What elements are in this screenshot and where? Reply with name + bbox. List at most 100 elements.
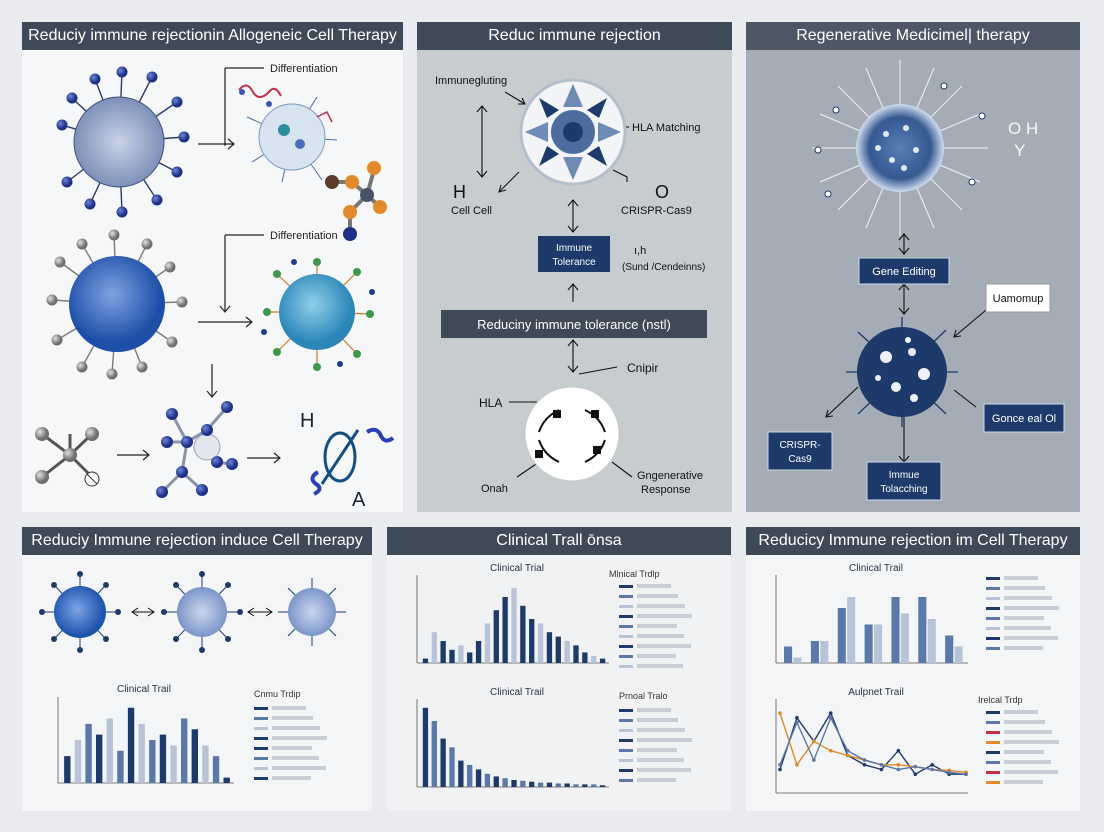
bar (511, 588, 517, 663)
allogeneic-diagram-panel: Reduciy immune rejectionin Allogeneic Ce… (22, 22, 403, 512)
legend-swatch (986, 627, 1000, 630)
data-point (795, 716, 799, 720)
bar (793, 657, 802, 663)
blue-cell-small (54, 586, 106, 638)
bar (546, 782, 553, 787)
hla-matching-cell (519, 78, 627, 186)
legend-text-placeholder (1004, 576, 1038, 580)
cell-cell-label: Cell Cell (451, 205, 492, 217)
legend-text-placeholder (1004, 646, 1043, 650)
legend-swatch (254, 707, 268, 710)
bar (127, 707, 135, 783)
bar (564, 783, 570, 787)
legend-text-placeholder (272, 776, 311, 780)
svg-text:Response: Response (641, 484, 691, 496)
bar (582, 652, 588, 663)
chart-title-4: Clinical Trail (117, 684, 171, 695)
legend-swatch (986, 607, 1000, 610)
crispr-box: CRISPR- Cas9 (767, 431, 833, 471)
bar (149, 740, 156, 783)
bar (96, 734, 103, 783)
bar (493, 610, 499, 663)
bar (181, 718, 188, 783)
legend-swatch (986, 781, 1000, 784)
legend-text-placeholder (637, 758, 684, 762)
legend-swatch (254, 747, 268, 750)
cell-differentiation-diagram: Differentiation Differentiation (35, 63, 395, 511)
bar (191, 729, 198, 783)
bar (864, 624, 873, 663)
bar (837, 608, 846, 663)
bar (537, 782, 544, 787)
legend-6a (986, 576, 1059, 650)
immune-rejection-diagram: Immunegluting HLA Matching H O Cell Cell… (435, 75, 707, 496)
legend-swatch (254, 757, 268, 760)
bar (520, 780, 526, 787)
data-point (795, 720, 799, 725)
bar (484, 623, 491, 663)
legend-swatch (986, 721, 1000, 724)
spiky-cell-small-1 (177, 587, 227, 637)
data-point (862, 758, 867, 762)
differentiation-label-2: Differentiation (270, 230, 338, 242)
label-a: A (352, 489, 366, 511)
bar (511, 779, 517, 787)
legend-6b (986, 710, 1059, 784)
bar (467, 765, 473, 787)
blue-cell (46, 229, 188, 380)
bar (431, 721, 437, 787)
bar (449, 747, 455, 787)
bar (502, 597, 508, 663)
legend-text-placeholder (637, 614, 692, 618)
bar (458, 760, 464, 787)
data-point (930, 763, 934, 767)
bar (546, 632, 553, 663)
molecule-network (156, 401, 238, 498)
molecule-orange (325, 161, 387, 241)
differentiating-cell (238, 84, 338, 183)
h-label: H (453, 182, 466, 202)
data-point (845, 748, 850, 753)
legend-swatch (986, 761, 1000, 764)
legend-text-placeholder (272, 716, 313, 720)
bar (564, 641, 570, 663)
data-point (913, 764, 918, 769)
legend-swatch (619, 709, 633, 712)
panel-title: Reduciy Immune rejection induce Cell The… (22, 527, 372, 555)
bar (64, 756, 71, 783)
bar-chart-5b (422, 707, 606, 787)
bar (927, 619, 936, 663)
label-h: H (300, 410, 314, 432)
legend-4 (254, 706, 327, 780)
bar (117, 750, 124, 783)
uamomup-box: Uamomup (985, 283, 1051, 313)
bar (138, 723, 145, 783)
legend-title-5a: Mlnical Trdlp (609, 569, 660, 579)
bar (537, 623, 544, 663)
legend-text-placeholder (637, 664, 683, 668)
differentiation-label-1: Differentiation (270, 63, 338, 75)
legend-title-6b: Irelcal Trdp (978, 695, 1023, 705)
regenerative-medicine-panel: Regenerative Medicimel| therapy O H Y (746, 22, 1080, 512)
legend-text-placeholder (272, 726, 320, 730)
bar (582, 784, 588, 787)
data-point (896, 767, 901, 772)
data-point (812, 739, 816, 744)
legend-swatch (254, 717, 268, 720)
legend-text-placeholder (272, 766, 326, 770)
legend-text-placeholder (272, 746, 312, 750)
legend-text-placeholder (272, 756, 319, 760)
bar (591, 655, 597, 663)
legend-text-placeholder (637, 738, 692, 742)
bar (493, 776, 499, 787)
bar (555, 783, 561, 787)
bar (591, 784, 597, 787)
svg-text:Uamomup: Uamomup (993, 293, 1044, 305)
bar (529, 619, 535, 663)
legend-swatch (619, 585, 633, 588)
panel-title: Reduciy immune rejectionin Allogeneic Ce… (22, 22, 403, 50)
legend-text-placeholder (637, 778, 676, 782)
chart-title-5b: Clinical Trail (490, 687, 544, 698)
legend-text-placeholder (637, 748, 677, 752)
legend-text-placeholder (637, 644, 691, 648)
